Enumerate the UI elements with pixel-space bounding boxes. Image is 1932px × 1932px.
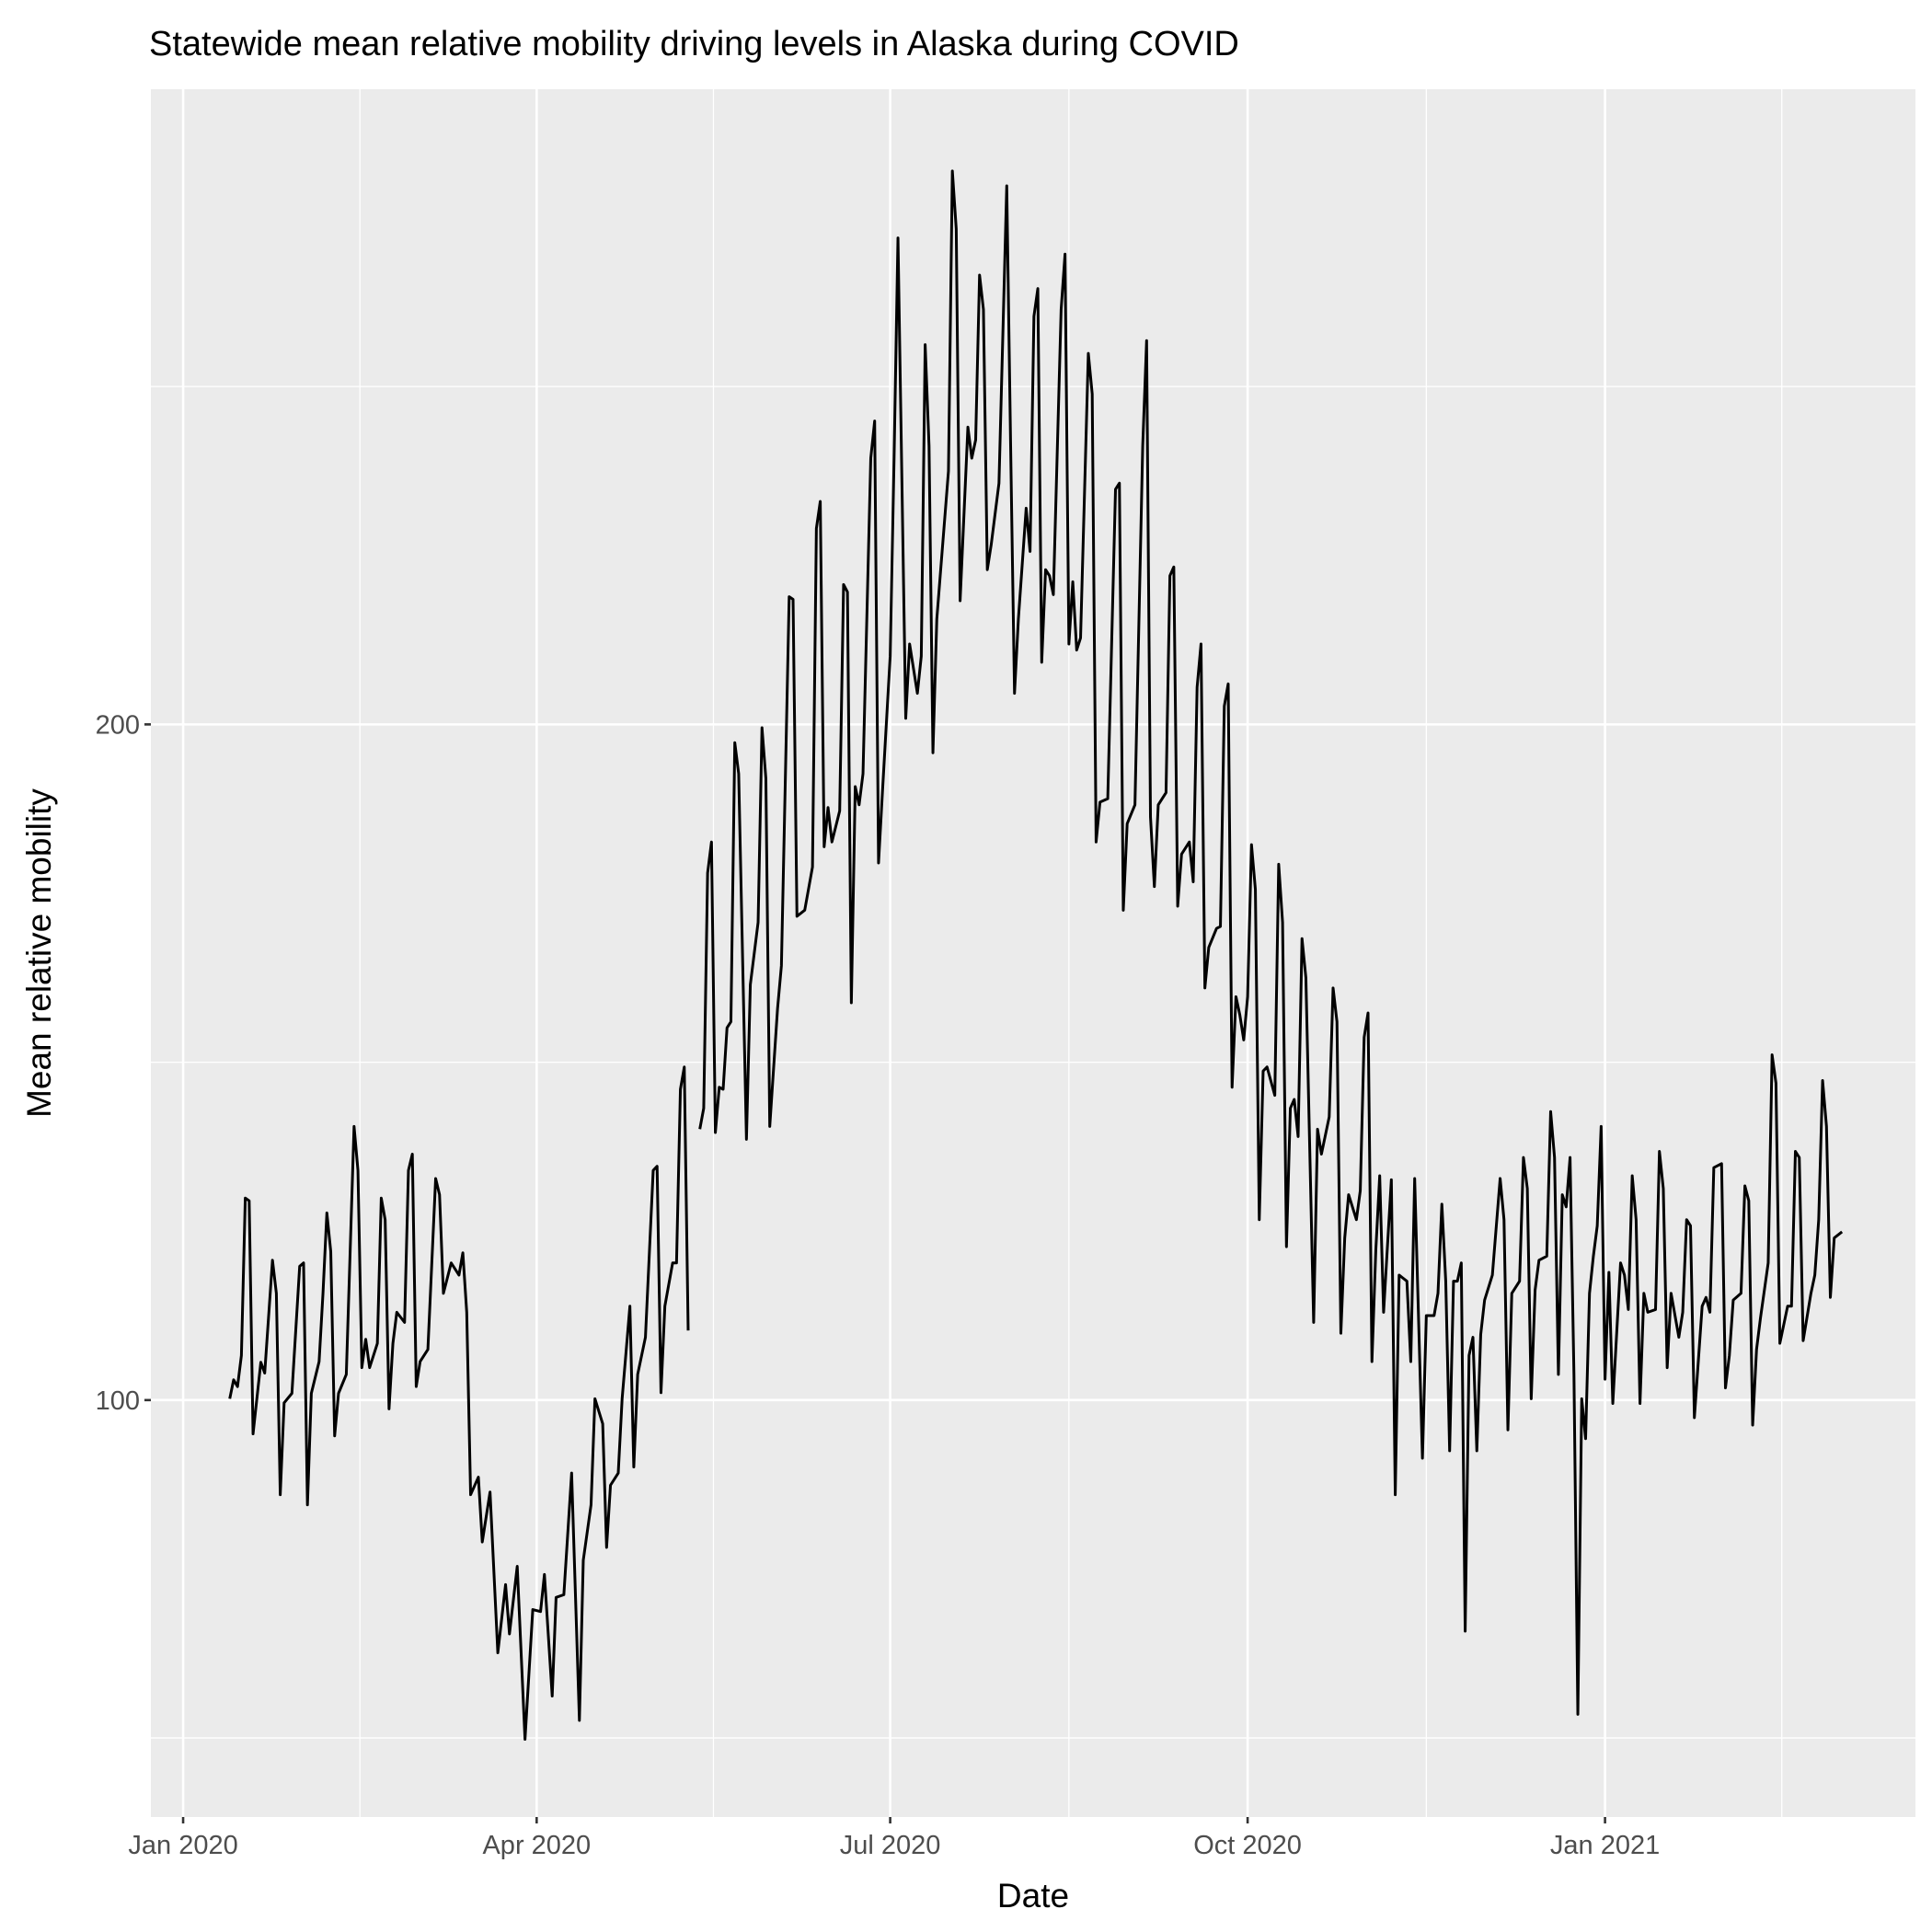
y-axis-title: Mean relative mobility — [20, 788, 58, 1118]
x-tick-label: Jul 2020 — [840, 1831, 941, 1860]
x-tick-label: Oct 2020 — [1193, 1831, 1302, 1860]
x-tick-label: Apr 2020 — [482, 1831, 591, 1860]
data-line — [228, 169, 1844, 1742]
x-tick-label: Jan 2021 — [1550, 1831, 1660, 1860]
y-tick-label: 200 — [96, 710, 140, 740]
x-tick-label: Jan 2020 — [128, 1831, 237, 1860]
x-axis-title: Date — [997, 1877, 1069, 1915]
chart-title: Statewide mean relative mobility driving… — [149, 25, 1239, 63]
y-tick-label: 100 — [96, 1386, 140, 1416]
axes: 100 200 Jan 2020 Apr 2020 Jul 2020 Oct 2020 Ja… — [96, 710, 1661, 1860]
marks — [228, 169, 1844, 1742]
